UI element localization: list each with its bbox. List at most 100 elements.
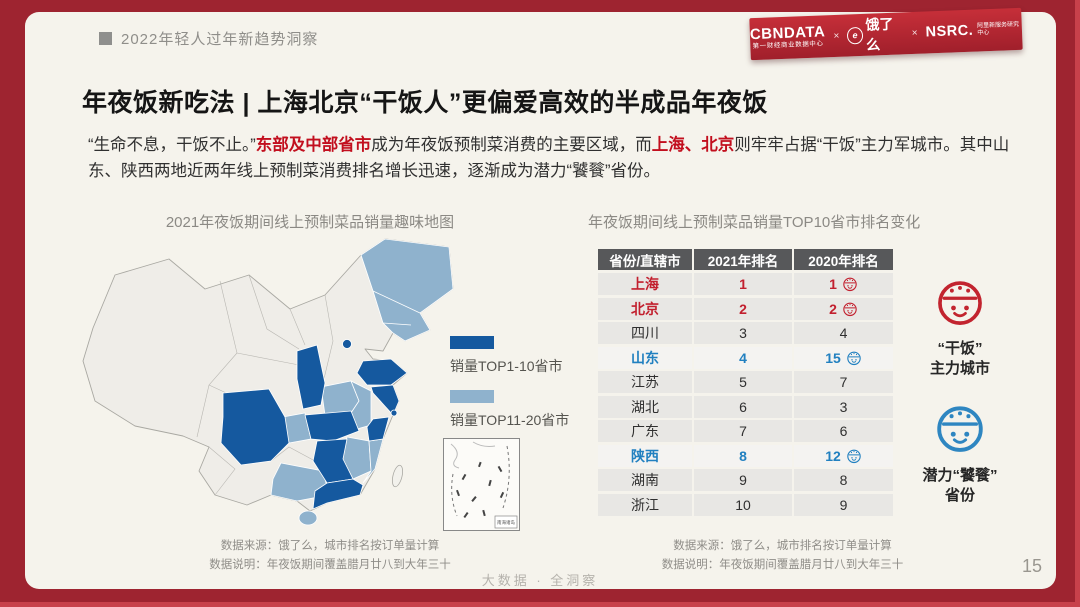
table-cell: 7 <box>694 420 792 442</box>
table-title: 年夜饭期间线上预制菜品销量TOP10省市排名变化 <box>588 214 921 231</box>
inset-label: 南海诸岛 <box>497 519 515 526</box>
table-row: 广东 7 6 <box>598 420 893 442</box>
table-cell: 9 <box>694 469 792 491</box>
legend-swatch <box>450 390 494 403</box>
table-row: 山东 4 15 <box>598 346 893 369</box>
table-cell: 15 <box>794 346 893 369</box>
badge-ganfan-cities: “干饭” 主力城市 <box>902 276 1018 380</box>
table-cell: 广东 <box>598 420 692 442</box>
legend-label: 销量TOP11-20省市 <box>450 412 570 428</box>
rice-bowl-icon <box>934 276 986 328</box>
province-hainan <box>298 510 318 526</box>
table-cell: 8 <box>794 469 893 491</box>
table-cell: 上海 <box>598 273 692 295</box>
map-title: 2021年夜饭期间线上预制菜品销量趣味地图 <box>165 214 455 231</box>
rice-bowl-icon <box>842 276 858 292</box>
table-cell: 6 <box>794 420 893 442</box>
table-cell: 3 <box>694 322 792 344</box>
map-footnotes: 数据来源：饿了么，城市排名按订单量计算 数据说明：年夜饭期间覆盖腊月廿八到大年三… <box>115 537 545 575</box>
intro-emphasis: 上海、北京 <box>651 136 735 154</box>
table-cell: 6 <box>694 395 792 418</box>
intro-text: 则牢牢占据“干饭”主力军城市。其中山东、陕西两地近两年线上预制菜消费排名增长迅速… <box>88 136 1010 181</box>
table-cell: 4 <box>794 322 893 344</box>
island-marks <box>456 461 505 519</box>
table-source: 数据来源：饿了么，城市排名按订单量计算 <box>673 540 892 552</box>
table-cell: 10 <box>694 493 792 516</box>
table-cell: 1 <box>694 273 792 295</box>
intro-text: “生命不息，干饭不止。” <box>88 136 256 154</box>
province-sichuan <box>220 388 290 466</box>
province-shaanxi <box>296 344 326 410</box>
table-body: 上海 1 1 北京 2 2 四川 3 4 山东 4 15 江苏 5 7 湖北 6 3 广东 7 6 陕西 8 12 湖南 9 8 浙江… <box>598 273 893 516</box>
cbndata-logo: CBNDATA 第一财经商业数据中心 <box>749 23 826 51</box>
eleme-logo: e 饿了么 <box>846 13 905 55</box>
multiply-separator: × <box>911 27 918 39</box>
table-note: 数据说明：年夜饭期间覆盖腊月廿八到大年三十 <box>661 559 904 571</box>
map-legend: 销量TOP1-10省市 销量TOP11-20省市 <box>450 336 569 444</box>
table-cell: 5 <box>694 371 792 393</box>
table-cell: 4 <box>694 346 792 369</box>
table-cell: 陕西 <box>598 444 692 467</box>
legend-item: 销量TOP1-10省市 <box>450 336 569 376</box>
page-number: 15 <box>1022 556 1043 576</box>
table-cell: 山东 <box>598 346 692 369</box>
province-beijing <box>342 339 352 349</box>
col-header-2020: 2020年排名 <box>794 249 893 270</box>
legend-swatch <box>450 336 494 349</box>
province-taiwan <box>391 464 404 488</box>
frame-edge-right <box>1075 0 1080 607</box>
province-hubei <box>304 410 360 442</box>
rice-bowl-icon <box>846 448 862 464</box>
frame-edge-bottom <box>0 602 1080 607</box>
multiply-separator: × <box>833 30 840 42</box>
legend-item: 销量TOP11-20省市 <box>450 390 569 430</box>
table-cell: 2 <box>694 297 792 320</box>
table-cell: 北京 <box>598 297 692 320</box>
table-row: 四川 3 4 <box>598 322 893 344</box>
table-cell: 7 <box>794 371 893 393</box>
table-cell: 3 <box>794 395 893 418</box>
province-shandong <box>356 358 408 386</box>
breadcrumb-square-icon <box>99 32 112 45</box>
table-row: 北京 2 2 <box>598 297 893 320</box>
table-cell: 湖南 <box>598 469 692 491</box>
map-note: 数据说明：年夜饭期间覆盖腊月廿八到大年三十 <box>209 559 451 571</box>
table-row: 湖南 9 8 <box>598 469 893 491</box>
table-cell: 江苏 <box>598 371 692 393</box>
province-guangdong <box>312 478 364 510</box>
tier1-provinces <box>220 339 408 510</box>
table-cell: 8 <box>694 444 792 467</box>
watermark: 大数据 · 全洞察 <box>481 573 599 588</box>
table-row: 湖北 6 3 <box>598 395 893 418</box>
rank-table: 省份/直辖市 2021年排名 2020年排名 上海 1 1 北京 2 2 四川 3 4 山东 4 15… <box>598 249 893 518</box>
table-cell: 1 <box>794 273 893 295</box>
table-cell: 浙江 <box>598 493 692 516</box>
table-cell: 9 <box>794 493 893 516</box>
table-header: 省份/直辖市 2021年排名 2020年排名 <box>598 249 893 270</box>
badge-taotie-provinces: 潜力“饕餮” 省份 <box>902 401 1018 507</box>
table-row: 江苏 5 7 <box>598 371 893 393</box>
province-zhejiang <box>366 416 390 442</box>
south-china-sea-inset: 南海诸岛 <box>443 438 520 531</box>
intro-paragraph: “生命不息，干饭不止。”东部及中部省市成为年夜饭预制菜消费的主要区域，而上海、北… <box>88 132 1010 185</box>
province-northeast <box>360 238 454 342</box>
intro-text: 成为年夜饭预制菜消费的主要区域，而 <box>371 136 652 154</box>
nsrc-logo: NSRC. 阿里新服务研究中心 <box>925 21 1020 41</box>
badge-label: 潜力“饕餮” 省份 <box>922 467 998 505</box>
table-cell: 12 <box>794 444 893 467</box>
province-jiangsu <box>370 384 400 416</box>
map-source: 数据来源：饿了么，城市排名按订单量计算 <box>220 540 440 552</box>
rice-bowl-icon <box>933 401 987 455</box>
col-header-province: 省份/直辖市 <box>598 249 692 270</box>
table-footnotes: 数据来源：饿了么，城市排名按订单量计算 数据说明：年夜饭期间覆盖腊月廿八到大年三… <box>630 537 935 575</box>
legend-label: 销量TOP1-10省市 <box>450 358 563 374</box>
china-choropleth-map <box>82 238 454 526</box>
col-header-2021: 2021年排名 <box>694 249 792 270</box>
badge-label: “干饭” 主力城市 <box>929 340 990 378</box>
intro-emphasis: 东部及中部省市 <box>255 136 372 154</box>
table-cell: 四川 <box>598 322 692 344</box>
eleme-e-icon: e <box>846 26 864 44</box>
table-row: 陕西 8 12 <box>598 444 893 467</box>
breadcrumb: 2022年轻人过年新趋势洞察 <box>99 28 318 49</box>
